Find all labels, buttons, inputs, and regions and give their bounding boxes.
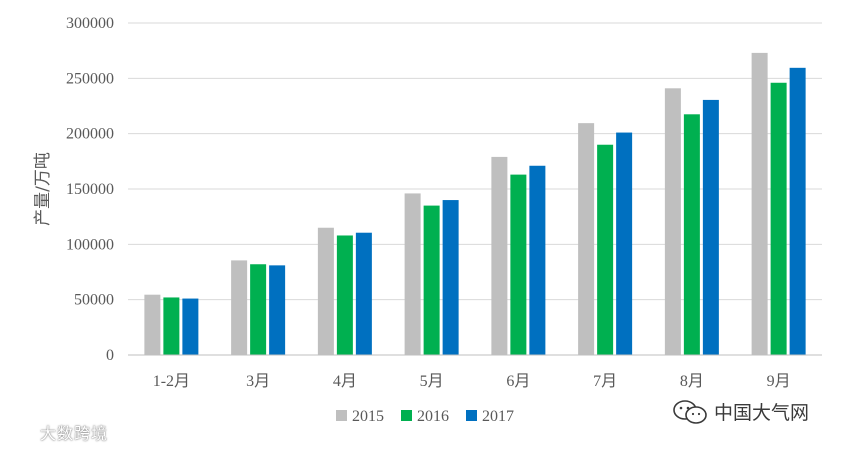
watermark-left-text: 大数跨境 [40, 424, 109, 443]
bar-2015 [317, 227, 334, 355]
logo-icon [7, 424, 35, 440]
x-tick-label: 9月 [767, 373, 791, 390]
bar-2015 [491, 156, 508, 355]
x-axis-ticks: 1-2月 3月 4月 5月 6月 7月 8月 9月 [153, 373, 791, 390]
legend-swatch-2017 [466, 410, 477, 421]
bar-2015 [751, 52, 768, 355]
y-tick-label: 150000 [66, 181, 114, 198]
bars [144, 52, 806, 355]
bar-2017 [442, 200, 459, 355]
watermark-right-text: 中国大气网 [714, 402, 810, 424]
bar-2015 [578, 123, 595, 355]
bar-2016 [250, 264, 267, 355]
legend-label-2017: 2017 [482, 408, 514, 425]
x-tick-label: 7月 [593, 373, 617, 390]
x-tick-label: 8月 [680, 373, 704, 390]
bar-2015 [231, 260, 248, 355]
x-tick-label: 4月 [333, 373, 357, 390]
x-tick-label: 3月 [246, 373, 270, 390]
legend-label-2016: 2016 [417, 408, 449, 425]
bar-2017 [269, 265, 286, 355]
y-tick-label: 200000 [66, 126, 114, 143]
bar-2016 [770, 82, 787, 355]
legend-swatch-2016 [401, 410, 412, 421]
bar-2016 [163, 297, 180, 355]
y-tick-label: 250000 [66, 70, 114, 87]
y-tick-label: 50000 [74, 292, 114, 309]
watermark-right: 中国大气网 [672, 398, 809, 425]
y-axis-label: 产量/万吨 [33, 152, 53, 226]
legend-label-2015: 2015 [352, 408, 384, 425]
bar-2016 [683, 114, 700, 355]
bar-2016 [510, 174, 527, 355]
y-axis-ticks: 0 50000 100000 150000 200000 250000 300000 [66, 15, 114, 364]
x-tick-label: 6月 [506, 373, 530, 390]
bar-2017 [789, 67, 806, 355]
bar-2017 [616, 132, 633, 355]
wechat-icon [673, 399, 707, 424]
bar-2017 [529, 165, 546, 355]
legend-swatch-2015 [336, 410, 347, 421]
bar-2016 [597, 144, 614, 355]
bar-2015 [404, 193, 421, 355]
watermark-left: 大数跨境 [6, 420, 108, 444]
bar-2016 [423, 205, 440, 355]
bar-2015 [144, 294, 161, 355]
bar-2017 [702, 99, 719, 355]
x-tick-label: 1-2月 [153, 373, 190, 390]
y-tick-label: 300000 [66, 15, 114, 32]
legend: 2015 2016 2017 [336, 408, 514, 425]
bar-2015 [664, 88, 681, 355]
bar-2017 [182, 298, 199, 355]
y-tick-label: 100000 [66, 236, 114, 253]
y-tick-label: 0 [106, 347, 114, 364]
bar-2017 [355, 232, 372, 355]
x-tick-label: 5月 [420, 373, 444, 390]
bar-2016 [336, 235, 353, 355]
